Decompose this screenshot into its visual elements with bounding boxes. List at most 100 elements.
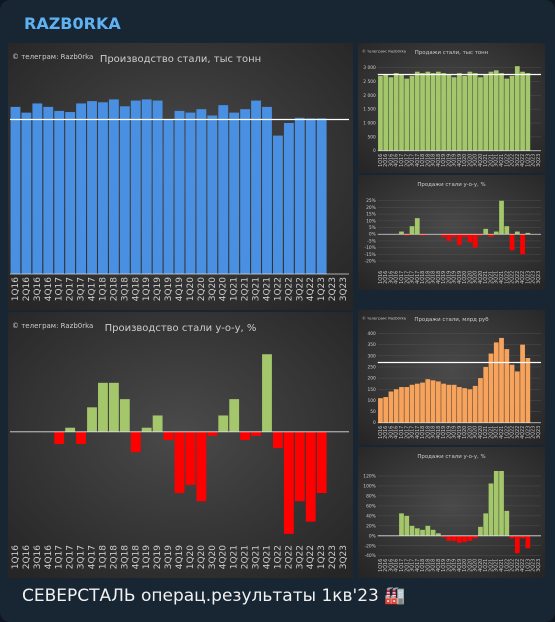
x-tick-label: 2Q19 [446, 559, 452, 572]
x-tick-label: 4Q17 [88, 277, 98, 301]
bar [488, 483, 494, 536]
bar [493, 231, 499, 235]
x-tick-label: 2Q18 [425, 271, 431, 284]
x-tick-label: 1Q16 [11, 277, 21, 302]
x-tick-label: 3Q19 [452, 426, 458, 439]
chart-title: Производство стали, тыс тонн [100, 54, 261, 65]
x-tick-label: 2Q16 [383, 426, 389, 439]
x-tick-label: 2Q19 [446, 271, 452, 284]
bar [207, 431, 218, 436]
bar [65, 427, 76, 432]
bar [451, 77, 457, 151]
x-tick-label: 3Q19 [164, 277, 174, 302]
x-tick-label: 4Q21 [499, 271, 505, 284]
x-tick-label: 1Q22 [504, 559, 510, 572]
bar [399, 231, 404, 235]
x-tick-label: 3Q18 [120, 545, 130, 570]
bar [399, 387, 404, 423]
bar [514, 535, 520, 554]
x-tick-label: 1Q19 [441, 426, 447, 439]
chart-title: Продажи стали, млрд руб [414, 317, 489, 323]
bar [430, 73, 436, 151]
bar [130, 431, 141, 453]
x-tick-label: 1Q22 [273, 277, 283, 301]
bar [163, 431, 174, 440]
bar [409, 384, 415, 423]
x-tick-label: 3Q16 [33, 545, 43, 570]
x-tick-label: 4Q20 [478, 426, 484, 439]
x-tick-label: 4Q16 [44, 277, 54, 302]
watermark: © телеграм: Razb0rka [12, 322, 93, 330]
x-tick-label: 3Q16 [388, 559, 394, 572]
y-tick-label: -20% [364, 543, 375, 549]
x-tick-label: 3Q17 [410, 559, 416, 572]
x-tick-label: 4Q20 [219, 277, 229, 302]
bar [32, 103, 43, 275]
bar [404, 234, 410, 236]
bar [240, 109, 251, 275]
x-tick-label: 4Q16 [394, 271, 400, 284]
y-tick-label: 0 [373, 148, 376, 154]
y-tick-label: 2 000 [363, 93, 376, 99]
bar [430, 380, 436, 423]
bar [462, 535, 468, 542]
x-tick-label: 1Q21 [483, 559, 489, 572]
chart-title: Продажи стали, тыс тонн [415, 50, 489, 56]
x-tick-label: 1Q19 [441, 559, 447, 572]
channel-name[interactable]: RAZB0RKA [24, 14, 121, 33]
bar [446, 74, 452, 151]
y-tick-label: -5% [367, 238, 376, 244]
y-tick-label: 120% [363, 473, 376, 479]
x-tick-label: 4Q22 [306, 545, 316, 569]
x-tick-label: 4Q17 [415, 559, 421, 572]
x-tick-label: 2Q16 [383, 559, 389, 572]
x-tick-label: 4Q19 [457, 154, 463, 167]
bar [141, 99, 152, 274]
bar [525, 535, 531, 549]
x-tick-label: 3Q22 [295, 277, 305, 301]
x-tick-label: 4Q21 [262, 545, 272, 569]
x-tick-label: 3Q21 [494, 426, 500, 439]
bar [504, 226, 510, 235]
bar [435, 533, 441, 536]
x-tick-label: 2Q21 [488, 154, 494, 167]
x-tick-label: 3Q20 [473, 426, 479, 439]
x-tick-label: 2Q19 [446, 426, 452, 439]
x-tick-label: 4Q22 [520, 559, 526, 572]
x-tick-label: 4Q16 [394, 154, 400, 167]
chart-title: Производство стали у-о-у, % [105, 323, 257, 334]
x-tick-label: 4Q16 [394, 559, 400, 572]
bar [54, 431, 65, 445]
bar [393, 389, 399, 423]
chart-title: Продажи стали у-о-у, % [417, 182, 485, 188]
bar [119, 399, 130, 432]
bar [185, 431, 196, 485]
bar [520, 234, 525, 255]
bar [514, 66, 520, 151]
x-tick-label: 1Q16 [378, 154, 384, 167]
x-tick-label: 4Q18 [131, 545, 141, 570]
bar [441, 383, 446, 423]
y-tick-label: 15% [366, 212, 376, 218]
x-tick-label: 4Q19 [175, 277, 185, 302]
x-tick-label: 3Q17 [410, 426, 416, 439]
bar [305, 118, 316, 275]
y-tick-label: -20% [364, 259, 375, 265]
x-tick-label: 1Q22 [504, 426, 510, 439]
x-tick-label: 1Q22 [273, 545, 283, 569]
bar [21, 112, 32, 274]
x-tick-label: 4Q20 [219, 545, 229, 570]
x-tick-label: 3Q23 [536, 426, 542, 439]
chart-title: Продажи стали у-о-у, % [417, 454, 485, 460]
bar [130, 100, 141, 275]
bar [525, 358, 531, 423]
bar [493, 70, 499, 151]
bar [514, 371, 520, 423]
x-tick-label: 3Q20 [473, 271, 479, 284]
bar [425, 71, 431, 151]
bar [525, 73, 531, 151]
x-tick-label: 4Q22 [520, 154, 526, 167]
y-tick-label: 20% [366, 205, 376, 211]
bar [272, 135, 283, 274]
x-tick-label: 2Q22 [284, 277, 294, 301]
